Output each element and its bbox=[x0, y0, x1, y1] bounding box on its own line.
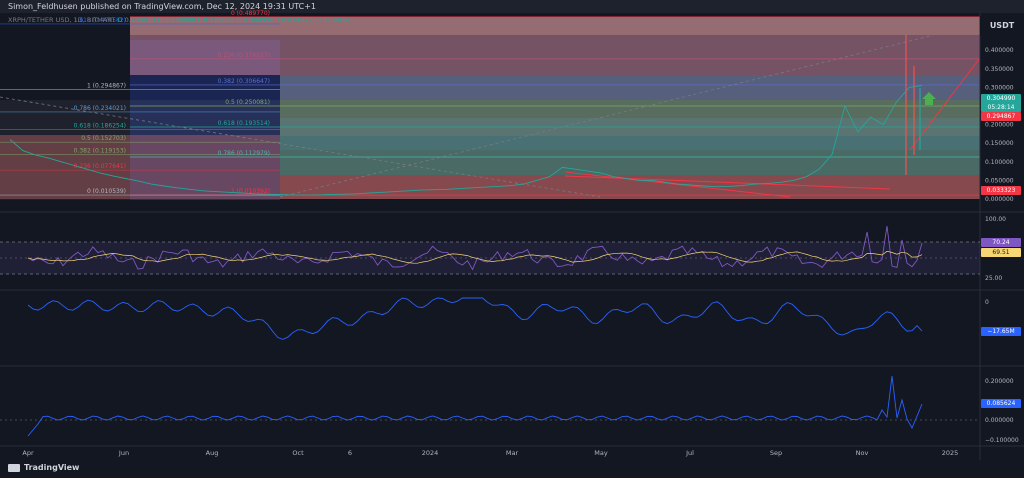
osc-tick-bottom: −0.100000 bbox=[985, 437, 1019, 444]
symbol-ohlc: O 0.230013 H 0.330000 L 0.215628 C 0.304… bbox=[117, 16, 350, 24]
time-label-9: Sep bbox=[770, 449, 782, 457]
rsi-tick-100: 100.00 bbox=[985, 216, 1006, 223]
rsi-ma-line[interactable] bbox=[27, 250, 923, 264]
fib-lines bbox=[0, 16, 980, 196]
red-trendline-1[interactable] bbox=[564, 171, 791, 198]
arrow-up-icon bbox=[922, 92, 936, 105]
fib-zone-6 bbox=[280, 136, 980, 150]
time-label-10: Nov bbox=[856, 449, 869, 457]
time-label-11: 2025 bbox=[942, 449, 959, 457]
fib-right-label-5: 0.786 (0.112979) bbox=[218, 150, 270, 157]
price-tick-6: 0.150000 bbox=[985, 140, 1014, 147]
price-tick-1: 0.400000 bbox=[985, 47, 1014, 54]
time-label-8: Jul bbox=[685, 449, 694, 457]
price-tick-3: 0.300000 bbox=[985, 84, 1014, 91]
fib-left-label-7: 0 (0.010539) bbox=[87, 188, 126, 195]
price-tick-2: 0.350000 bbox=[985, 66, 1014, 73]
price-tick-5: 0.200000 bbox=[985, 122, 1014, 129]
time-label-6: Mar bbox=[506, 449, 519, 457]
rsi-tick-25: 25.00 bbox=[985, 275, 1002, 282]
time-label-2: Aug bbox=[206, 449, 219, 457]
time-label-3: Oct bbox=[292, 449, 304, 457]
fib-zone-7 bbox=[280, 150, 980, 175]
bar-countdown: 05:28:14 bbox=[987, 104, 1015, 111]
fib-zone-top bbox=[130, 17, 980, 35]
fib-right-label-3: 0.5 (0.250081) bbox=[225, 99, 270, 106]
fib-right-label-1: 0.236 (0.376637) bbox=[218, 52, 270, 59]
brand-name: TradingView bbox=[24, 463, 80, 472]
currency-label[interactable]: USDT bbox=[980, 16, 1024, 36]
left-fib-bottom-zone bbox=[0, 135, 280, 199]
fib-left-label-4: 0.5 (0.152703) bbox=[81, 135, 126, 142]
last-price-value: 0.304990 bbox=[986, 95, 1016, 102]
time-label-0: Apr bbox=[22, 449, 34, 457]
price-tick-7: 0.100000 bbox=[985, 159, 1014, 166]
price-series-line[interactable] bbox=[9, 85, 923, 196]
osc-value-tag: 0.085624 bbox=[981, 399, 1021, 408]
fib-right-label-0: 0 (0.489770) bbox=[231, 10, 270, 17]
fib-zone-3 bbox=[280, 75, 980, 100]
red-trendline-3[interactable] bbox=[909, 57, 981, 151]
time-label-4: 6 bbox=[348, 449, 352, 457]
dashed-trendline-down[interactable] bbox=[0, 96, 601, 198]
publish-text: Simon_Feldhusen published on TradingView… bbox=[8, 2, 317, 11]
fib-left-label-6: 0.236 (0.077641) bbox=[74, 163, 126, 170]
osc-line[interactable] bbox=[27, 375, 923, 437]
rsi-ma-value-tag: 69.51 bbox=[981, 248, 1021, 257]
publish-bar: Simon_Feldhusen published on TradingView… bbox=[0, 0, 1024, 13]
fib-right-label-6: 1 (0.010392) bbox=[231, 188, 270, 195]
tradingview-logo-icon bbox=[8, 463, 20, 472]
fib-level-tag: 0.294867 bbox=[981, 112, 1021, 121]
tradingview-logo[interactable]: TradingView bbox=[8, 463, 79, 472]
last-price-tag: 0.304990 05:28:14 bbox=[981, 94, 1021, 112]
rsi-line[interactable] bbox=[27, 225, 923, 271]
time-label-7: May bbox=[594, 449, 608, 457]
time-label-5: 2024 bbox=[422, 449, 439, 457]
fib-left-label-0: 1.618 (0.470582) bbox=[74, 17, 126, 24]
obv-line[interactable] bbox=[27, 297, 923, 340]
low-price-tag: 0.033323 bbox=[981, 186, 1021, 195]
symbol-legend[interactable]: XRPH/TETHER USD, 1D, BITMART O 0.230013 … bbox=[8, 16, 350, 24]
fib-left-label-1: 1 (0.294867) bbox=[87, 82, 126, 89]
dashed-trendline-up[interactable] bbox=[279, 35, 931, 198]
left-fib-zone bbox=[0, 100, 280, 200]
obv-tick-0: 0 bbox=[985, 299, 989, 306]
fib-right-label-2: 0.382 (0.306647) bbox=[218, 78, 270, 85]
fib-left-label-2: 0.786 (0.234021) bbox=[74, 105, 126, 112]
red-trendline-2[interactable] bbox=[564, 175, 891, 190]
fib-zone-2 bbox=[130, 35, 980, 75]
rsi-value-tag: 70.24 bbox=[981, 238, 1021, 247]
osc-tick-zero: 0.000000 bbox=[985, 417, 1014, 424]
price-tick-9: 0.000000 bbox=[985, 196, 1014, 203]
fib-zone-4 bbox=[280, 100, 980, 118]
obv-value-tag: −17.65M bbox=[981, 327, 1021, 336]
price-tick-8: 0.050000 bbox=[985, 177, 1014, 184]
time-axis-labels: Apr Jun Aug Oct 6 2024 Mar May Jul Sep Nov 2025 bbox=[22, 449, 958, 457]
time-label-1: Jun bbox=[118, 449, 129, 457]
fib-left-label-5: 0.382 (0.119153) bbox=[74, 148, 126, 155]
fib-left-label-3: 0.618 (0.186254) bbox=[74, 123, 126, 130]
fib-labels: 0 (0.489770) 0.236 (0.376637) 0.382 (0.306… bbox=[74, 10, 270, 195]
symbol-name: XRPH/TETHER USD, 1D, BITMART bbox=[8, 16, 116, 24]
osc-tick-top: 0.200000 bbox=[985, 378, 1014, 385]
fib-right-label-4: 0.618 (0.193514) bbox=[218, 120, 270, 127]
